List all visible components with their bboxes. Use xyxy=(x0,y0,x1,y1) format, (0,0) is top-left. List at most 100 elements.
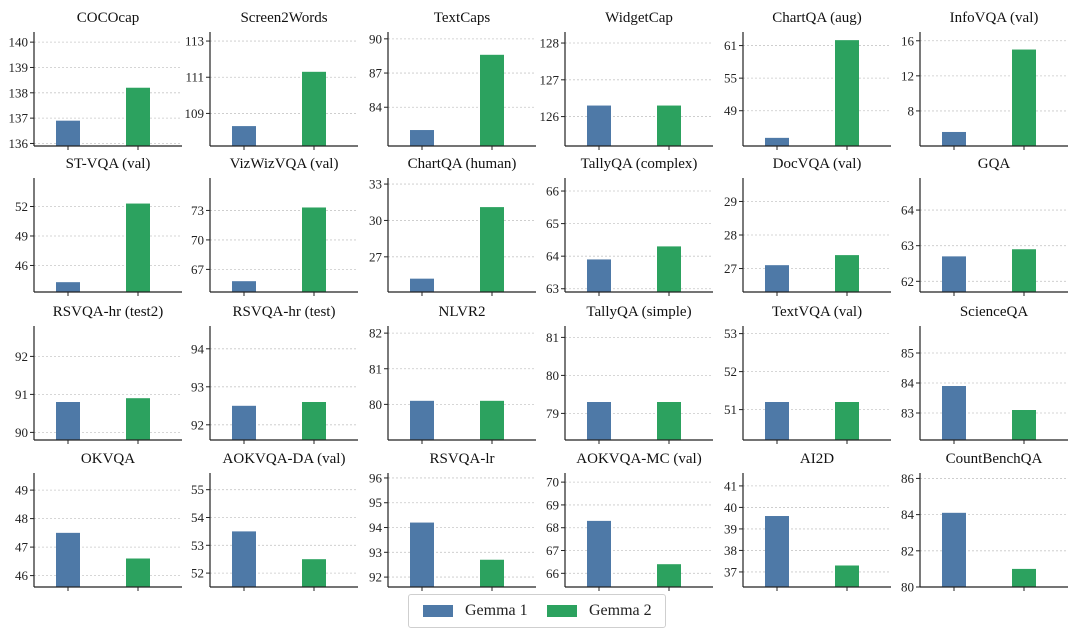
y-tick-label: 16 xyxy=(901,33,915,48)
y-tick-label: 87 xyxy=(369,66,383,81)
subplot-0: COCOcap 136 137 138 139 140 xyxy=(9,10,182,151)
y-tick-label: 138 xyxy=(9,85,29,100)
y-tick-label: 52 xyxy=(15,199,28,214)
subplot-title: AI2D xyxy=(800,451,834,467)
subplot-title: ChartQA (aug) xyxy=(772,10,862,26)
subplot-16: TextVQA (val) 51 52 53 xyxy=(724,304,891,444)
subplot-title: OKVQA xyxy=(81,451,135,467)
y-tick-label: 90 xyxy=(15,425,28,440)
subplot-2: TextCaps 84 87 90 xyxy=(369,10,536,150)
y-tick-label: 113 xyxy=(185,34,204,49)
y-tick-label: 54 xyxy=(191,510,205,525)
y-tick-label: 70 xyxy=(546,475,559,490)
y-tick-label: 52 xyxy=(724,364,737,379)
y-tick-label: 64 xyxy=(901,203,915,218)
y-tick-label: 63 xyxy=(546,281,559,296)
subplot-title: AOKVQA-MC (val) xyxy=(576,451,701,467)
legend-item-gemma1: Gemma 1 xyxy=(423,595,528,627)
subplot-title: AOKVQA-DA (val) xyxy=(223,451,346,467)
subplot-6: ST-VQA (val) 46 49 52 xyxy=(15,156,182,296)
y-tick-label: 39 xyxy=(724,521,737,536)
y-tick-label: 128 xyxy=(540,36,560,51)
bar-gemma1 xyxy=(587,259,611,292)
y-tick-label: 62 xyxy=(901,274,914,289)
subplot-title: TallyQA (simple) xyxy=(586,304,691,320)
bar-gemma2 xyxy=(657,105,681,146)
subplot-4: ChartQA (aug) 49 55 61 xyxy=(724,10,891,150)
y-tick-label: 79 xyxy=(546,406,559,421)
y-tick-label: 53 xyxy=(724,326,737,341)
y-tick-label: 73 xyxy=(191,203,204,218)
bar-gemma2 xyxy=(1012,49,1036,146)
subplot-1: Screen2Words 109 111 113 xyxy=(185,10,358,150)
y-tick-label: 83 xyxy=(901,406,914,421)
subplot-title: CountBenchQA xyxy=(946,451,1043,467)
subplot-12: RSVQA-hr (test2) 90 91 92 xyxy=(15,304,182,444)
subplot-9: TallyQA (complex) 63 64 65 66 xyxy=(546,156,713,296)
bar-gemma1 xyxy=(942,131,966,146)
subplot-3: WidgetCap 126 127 128 xyxy=(540,10,713,150)
y-tick-label: 28 xyxy=(724,228,737,243)
subplot-title: RSVQA-hr (test2) xyxy=(53,304,163,320)
bar-gemma2 xyxy=(126,203,150,292)
bar-gemma2 xyxy=(1012,249,1036,292)
y-tick-label: 46 xyxy=(15,258,29,273)
bar-gemma1 xyxy=(232,126,256,146)
y-tick-label: 82 xyxy=(901,543,914,558)
y-tick-label: 126 xyxy=(540,109,560,124)
bar-gemma2 xyxy=(657,246,681,292)
y-tick-label: 111 xyxy=(185,70,204,85)
y-tick-label: 41 xyxy=(724,478,737,493)
bar-gemma2 xyxy=(480,54,504,146)
y-tick-label: 27 xyxy=(369,249,383,264)
subplot-5: InfoVQA (val) 8 12 16 xyxy=(901,10,1068,150)
bar-gemma2 xyxy=(835,255,859,292)
bar-gemma1 xyxy=(942,386,966,440)
subplot-21: AOKVQA-MC (val) 66 67 68 69 70 xyxy=(546,451,713,591)
y-tick-label: 93 xyxy=(369,545,382,560)
y-tick-label: 63 xyxy=(901,238,914,253)
y-tick-label: 84 xyxy=(369,100,383,115)
y-tick-label: 30 xyxy=(369,213,382,228)
bar-gemma2 xyxy=(302,207,326,292)
y-tick-label: 92 xyxy=(369,570,382,585)
subplot-22: AI2D 37 38 39 40 41 xyxy=(724,451,891,591)
y-tick-label: 94 xyxy=(191,341,205,356)
y-tick-label: 37 xyxy=(724,564,738,579)
y-tick-label: 95 xyxy=(369,495,382,510)
bar-gemma2 xyxy=(835,565,859,587)
y-tick-label: 66 xyxy=(546,184,560,199)
subplot-title: RSVQA-lr xyxy=(429,451,494,467)
legend-label-gemma1: Gemma 1 xyxy=(465,602,528,619)
y-tick-label: 38 xyxy=(724,543,737,558)
bar-gemma1 xyxy=(765,516,789,587)
y-tick-label: 49 xyxy=(15,483,28,498)
y-tick-label: 90 xyxy=(369,31,382,46)
y-tick-label: 93 xyxy=(191,379,204,394)
bar-gemma2 xyxy=(302,559,326,587)
bar-gemma1 xyxy=(942,256,966,292)
bar-gemma1 xyxy=(232,531,256,587)
subplot-23: CountBenchQA 80 82 84 86 xyxy=(901,451,1068,595)
bar-gemma2 xyxy=(302,71,326,146)
y-tick-label: 67 xyxy=(191,262,205,277)
y-tick-label: 140 xyxy=(9,35,29,50)
bar-gemma2 xyxy=(1012,568,1036,587)
y-tick-label: 137 xyxy=(9,111,29,126)
y-tick-label: 46 xyxy=(15,568,29,583)
y-tick-label: 70 xyxy=(191,232,204,247)
bar-gemma2 xyxy=(480,400,504,440)
bar-gemma2 xyxy=(126,558,150,587)
y-tick-label: 53 xyxy=(191,538,204,553)
bar-gemma1 xyxy=(765,402,789,440)
subplot-15: TallyQA (simple) 79 80 81 xyxy=(546,304,713,444)
y-tick-label: 65 xyxy=(546,216,559,231)
y-tick-label: 86 xyxy=(901,471,915,486)
subplot-title: InfoVQA (val) xyxy=(950,10,1039,26)
y-tick-label: 84 xyxy=(901,507,915,522)
bar-gemma2 xyxy=(835,40,859,147)
y-tick-label: 48 xyxy=(15,511,28,526)
y-tick-label: 127 xyxy=(540,72,560,87)
subplot-title: TallyQA (complex) xyxy=(581,156,698,172)
y-tick-label: 8 xyxy=(908,103,915,118)
